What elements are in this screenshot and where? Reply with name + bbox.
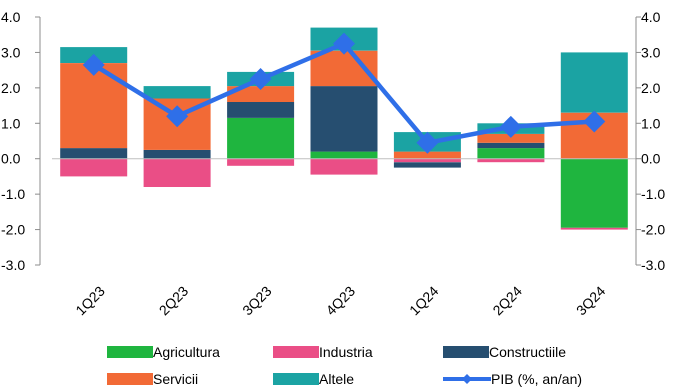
y-tick-label-right: 0.0 [641,151,661,167]
legend-label: Constructiile [489,344,566,360]
y-tick-label-left: 1.0 [1,115,21,131]
x-tick-label: 1Q23 [72,283,108,319]
x-tick-label: 3Q24 [573,283,609,319]
bar-constructiile-2q23 [143,149,211,159]
bar-altele-2q23 [143,86,211,99]
x-tick-label: 3Q23 [239,283,275,319]
y-tick-label-right: -2.0 [641,222,665,238]
legend-label: Industria [319,344,373,360]
y-tick-label-left: 2.0 [1,80,21,96]
bar-industria-1q24 [393,158,461,163]
y-tick-label-left: -2.0 [1,222,25,238]
legend-swatch [107,373,153,385]
bar-agricultura-3q23 [227,118,295,159]
y-tick-label-left: 3.0 [1,44,21,60]
bar-servicii-3q23 [227,86,295,102]
y-tick-label-right: 4.0 [641,9,661,25]
y-tick-label-left: -3.0 [1,257,25,273]
line-point-pib [499,115,522,138]
legend-label: Servicii [153,371,198,387]
x-tick-label: 2Q23 [156,283,192,319]
bar-constructiile-1q23 [60,148,128,159]
y-tick-label-right: -3.0 [641,257,665,273]
legend-swatch [107,346,153,358]
line-point-pib [416,131,439,154]
y-tick-label-left: 0.0 [1,151,21,167]
bar-constructiile-1q24 [393,162,461,168]
line-point-pib [249,68,272,90]
bar-industria-4q23 [310,158,378,175]
legend-line-marker [462,374,472,384]
legend-label: Altele [319,371,354,387]
bar-altele-3q24 [560,52,628,113]
bar-industria-2q23 [143,158,211,187]
y-tick-label-right: 3.0 [641,44,661,60]
bar-industria-3q23 [227,158,295,166]
bar-industria-2q24 [477,158,545,163]
legend-label: PIB (%, an/an) [491,371,582,387]
y-tick-label-right: -1.0 [641,186,665,202]
line-point-pib [583,110,606,133]
legend-swatch [273,373,319,385]
x-tick-label: 2Q24 [489,283,525,319]
x-tick-label: 1Q24 [406,283,442,319]
x-tick-label: 4Q23 [323,283,359,319]
bar-industria-1q23 [60,158,128,177]
bar-servicii-2q24 [477,133,545,143]
bar-constructiile-3q23 [227,102,295,118]
legend: Agricultura Industria Constructiile Servici… [107,344,582,387]
plot-area [60,27,628,230]
legend-swatch [443,346,489,358]
bar-servicii-1q23 [60,63,128,149]
y-tick-label-left: 4.0 [1,9,21,25]
bar-servicii-1q24 [393,151,461,159]
bar-industria-3q24 [560,227,628,230]
legend-swatch [273,346,319,358]
bar-agricultura-4q23 [310,151,378,159]
line-point-pib [333,32,355,55]
bar-agricultura-2q24 [477,148,545,159]
y-tick-label-left: -1.0 [1,186,25,202]
bar-agricultura-3q24 [560,158,628,228]
bar-constructiile-2q24 [477,142,545,149]
legend-label: Agricultura [153,344,220,360]
line-point-pib [166,105,189,128]
line-point-pib [82,53,105,76]
bar-constructiile-4q23 [310,86,378,152]
y-tick-label-right: 1.0 [641,115,661,131]
y-tick-label-right: 2.0 [641,80,661,96]
